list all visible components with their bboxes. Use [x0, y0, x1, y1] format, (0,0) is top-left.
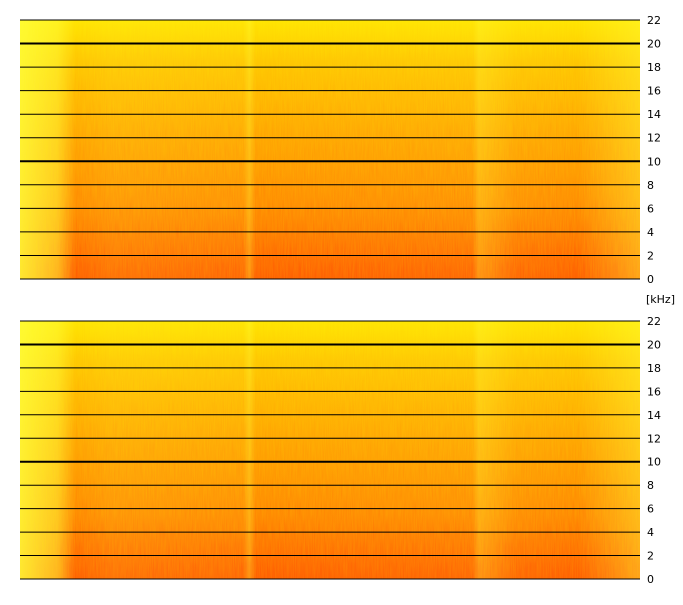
y-tick-label-10: 10 — [647, 155, 661, 168]
y-tick-label-8: 8 — [647, 179, 654, 192]
spectrogram-panel-2: 0 2 4 6 8 10 12 14 16 18 20 22 — [20, 315, 661, 586]
y-tick-label-16: 16 — [647, 85, 661, 98]
y-tick-label-16: 16 — [647, 385, 661, 398]
y-tick-label-14: 14 — [647, 409, 661, 422]
y-tick-label-22: 22 — [647, 315, 661, 328]
y-tick-label-2: 2 — [647, 250, 654, 263]
y-tick-label-2: 2 — [647, 550, 654, 563]
y-tick-label-18: 18 — [647, 61, 661, 74]
y-tick-label-4: 4 — [647, 526, 654, 539]
y-tick-label-4: 4 — [647, 226, 654, 239]
y-tick-label-12: 12 — [647, 132, 661, 145]
y-tick-label-10: 10 — [647, 456, 661, 469]
y-tick-label-8: 8 — [647, 479, 654, 492]
y-tick-label-12: 12 — [647, 432, 661, 445]
y-tick-label-20: 20 — [647, 339, 661, 352]
y-tick-label-14: 14 — [647, 108, 661, 121]
y-tick-label-0: 0 — [647, 573, 654, 586]
y-tick-label-20: 20 — [647, 38, 661, 51]
spectrogram-heatmap-texture — [20, 20, 640, 279]
y-unit-label: [kHz] — [646, 293, 675, 306]
y-tick-label-0: 0 — [647, 273, 654, 286]
spectrogram-heatmap-texture — [20, 321, 640, 579]
spectrogram-panel-1: 0 2 4 6 8 10 12 14 16 18 20 22 [kHz] — [20, 14, 675, 306]
y-tick-label-6: 6 — [647, 503, 654, 516]
y-tick-label-6: 6 — [647, 202, 654, 215]
y-tick-label-18: 18 — [647, 362, 661, 375]
y-tick-label-22: 22 — [647, 14, 661, 27]
